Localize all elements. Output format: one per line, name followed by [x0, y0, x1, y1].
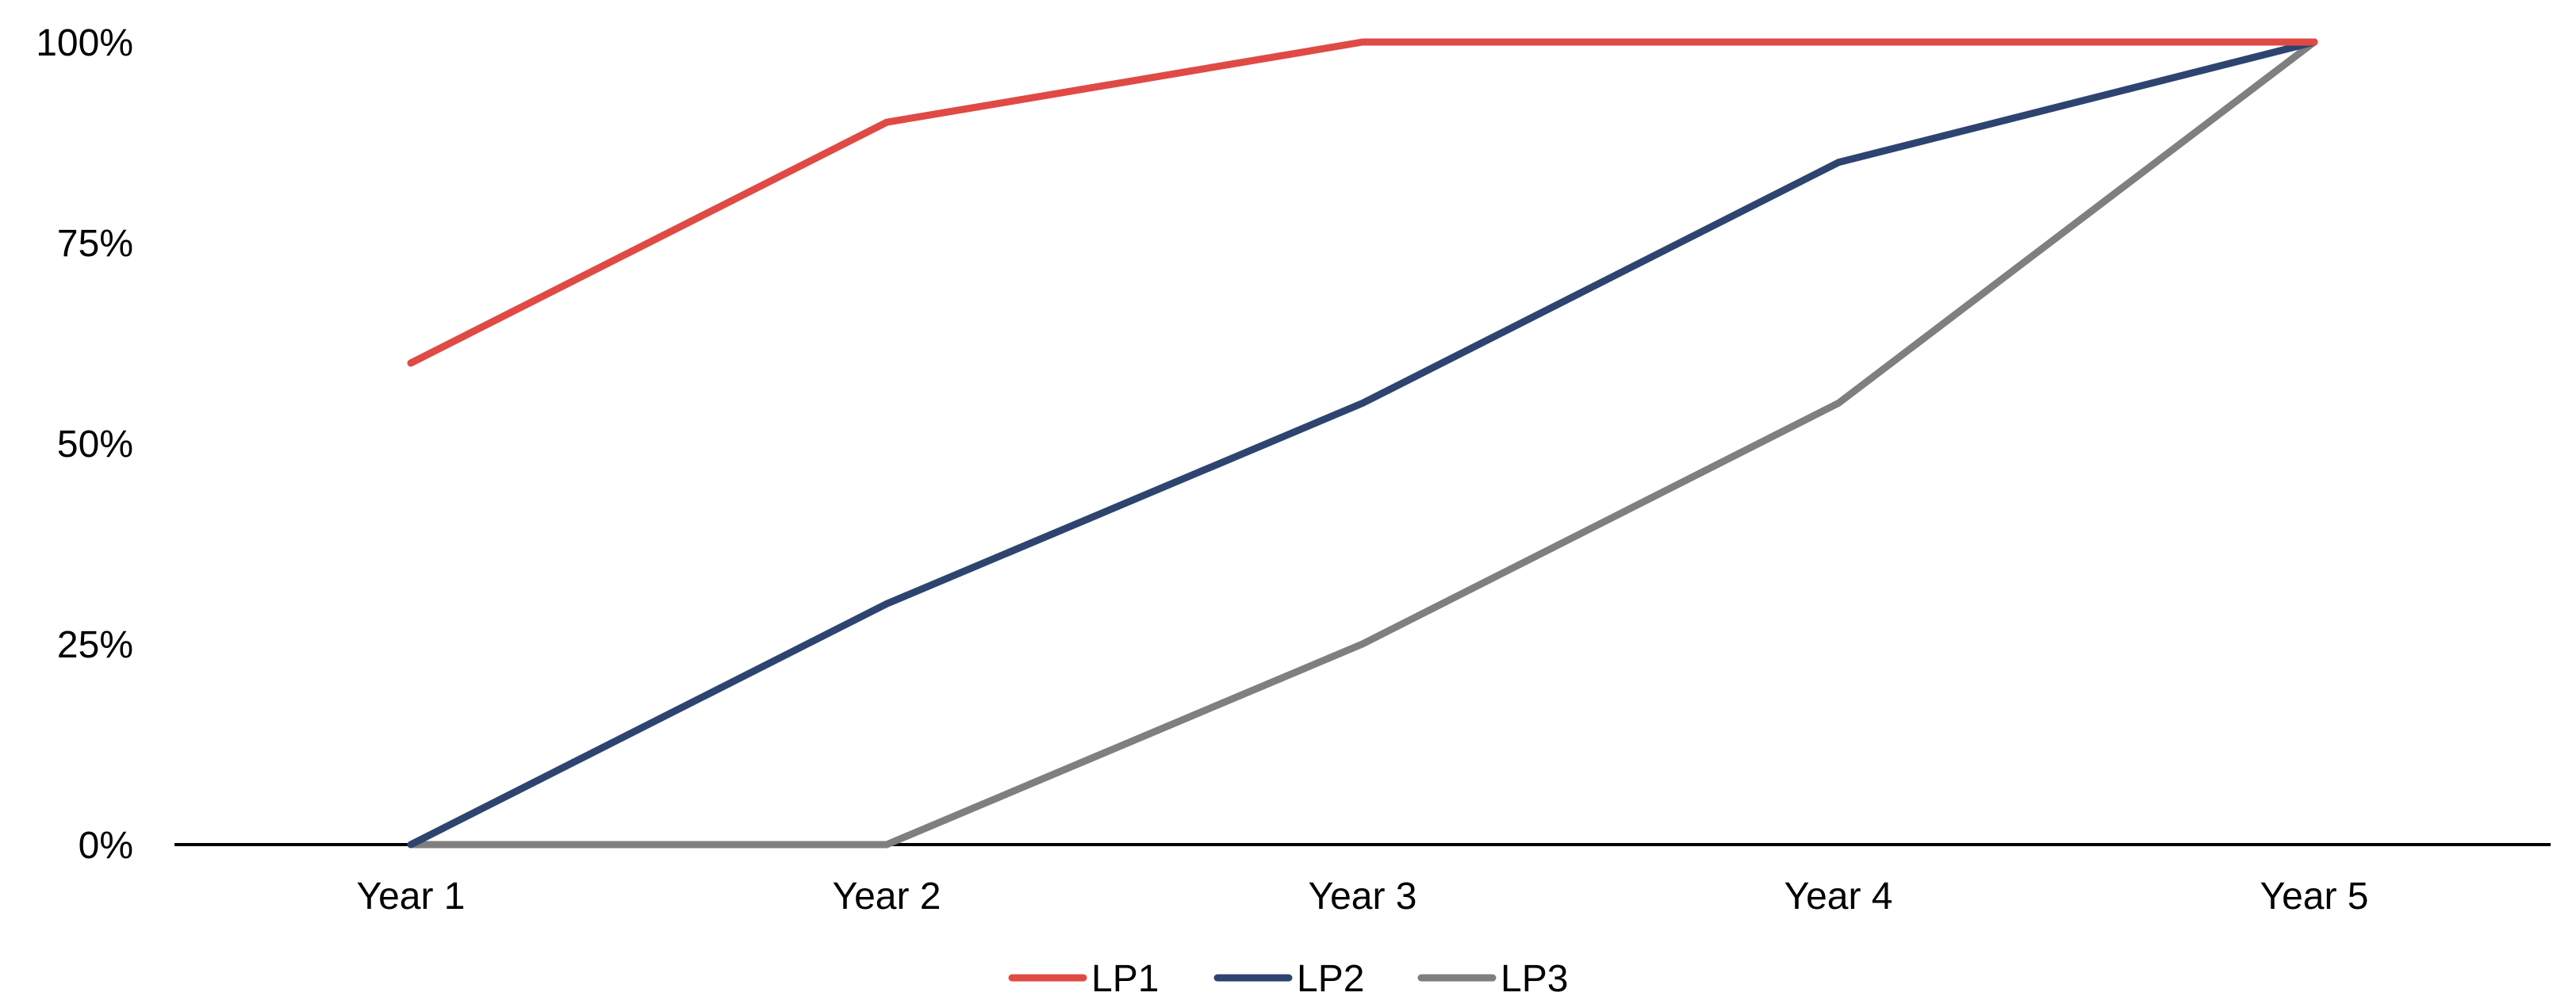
y-axis-tick-labels: 0% 25% 50% 75% 100% [36, 22, 133, 867]
y-tick-label: 25% [57, 624, 133, 666]
legend-label: LP1 [1091, 958, 1159, 1000]
x-tick-label: Year 5 [2260, 876, 2368, 918]
legend-item-lp1: LP1 [1008, 958, 1159, 1000]
y-tick-label: 50% [57, 423, 133, 466]
legend-item-lp3: LP3 [1417, 958, 1568, 1000]
x-tick-label: Year 4 [1784, 876, 1892, 918]
x-tick-label: Year 3 [1308, 876, 1416, 918]
y-tick-label: 75% [57, 223, 133, 265]
legend: LP1 LP2 LP3 [1008, 958, 1568, 1000]
x-tick-label: Year 2 [832, 876, 941, 918]
y-tick-label: 100% [36, 22, 133, 64]
series-lines [407, 38, 2318, 849]
x-axis-tick-labels: Year 1 Year 2 Year 3 Year 4 Year 5 [356, 876, 2368, 918]
series-line-lp2 [407, 38, 2318, 849]
legend-label: LP3 [1501, 958, 1568, 1000]
legend-item-lp2: LP2 [1213, 958, 1364, 1000]
series-line-lp1 [407, 38, 2318, 367]
series-line-lp3 [407, 38, 2318, 849]
y-tick-label: 0% [79, 825, 133, 867]
legend-label: LP2 [1297, 958, 1364, 1000]
x-tick-label: Year 1 [356, 876, 465, 918]
